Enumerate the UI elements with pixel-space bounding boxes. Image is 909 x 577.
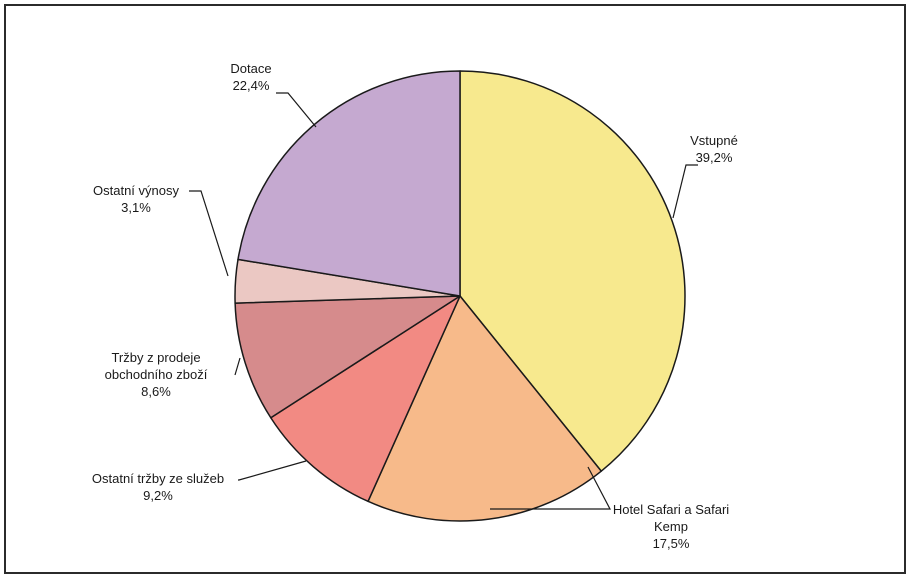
leader-line-2 — [490, 466, 611, 510]
slice-category-label: Vstupné — [690, 133, 738, 148]
slice-category-label: Kemp — [654, 519, 688, 534]
pie-slice-3 — [270, 295, 461, 503]
pie-slice-4 — [234, 295, 461, 419]
pie-slices — [234, 70, 686, 522]
pie-slice-6 — [237, 70, 461, 297]
slice-value-label: 9,2% — [143, 488, 173, 503]
slice-category-label: Hotel Safari a Safari — [613, 502, 729, 517]
pie-slice-2 — [367, 295, 602, 522]
slice-label-3: Ostatní tržby ze služeb 9,2% — [92, 471, 224, 503]
slice-category-label: Tržby z prodeje — [111, 350, 200, 365]
slice-value-label: 8,6% — [141, 384, 171, 399]
slice-label-1: Vstupné 39,2% — [690, 133, 738, 165]
slice-category-label: Ostatní tržby ze služeb — [92, 471, 224, 486]
leader-line-4 — [234, 357, 241, 376]
slice-label-2: Hotel Safari a Safari Kemp 17,5% — [613, 502, 729, 551]
chart-frame: Vstupné 39,2% Hotel Safari a Safari Kemp 17,… — [4, 4, 906, 574]
pie-slice-1 — [459, 70, 686, 472]
leader-line-5 — [189, 190, 229, 277]
slice-category-label: obchodního zboží — [105, 367, 208, 382]
slice-label-5: Ostatní výnosy 3,1% — [93, 183, 179, 215]
leader-line-6 — [276, 92, 317, 128]
leader-line-1 — [672, 164, 698, 219]
slice-category-label: Ostatní výnosy — [93, 183, 179, 198]
slice-category-label: Dotace — [230, 61, 271, 76]
slice-value-label: 17,5% — [653, 536, 690, 551]
slice-label-4: Tržby z prodeje obchodního zboží 8,6% — [105, 350, 208, 399]
slice-value-label: 3,1% — [121, 200, 151, 215]
slice-value-label: 39,2% — [696, 150, 733, 165]
slice-label-6: Dotace 22,4% — [230, 61, 271, 93]
leader-line-3 — [238, 460, 307, 481]
slice-value-label: 22,4% — [233, 78, 270, 93]
slice-labels: Vstupné 39,2% Hotel Safari a Safari Kemp 17,… — [92, 61, 738, 551]
leader-lines — [189, 92, 698, 510]
pie-chart: Vstupné 39,2% Hotel Safari a Safari Kemp 17,… — [92, 61, 738, 551]
